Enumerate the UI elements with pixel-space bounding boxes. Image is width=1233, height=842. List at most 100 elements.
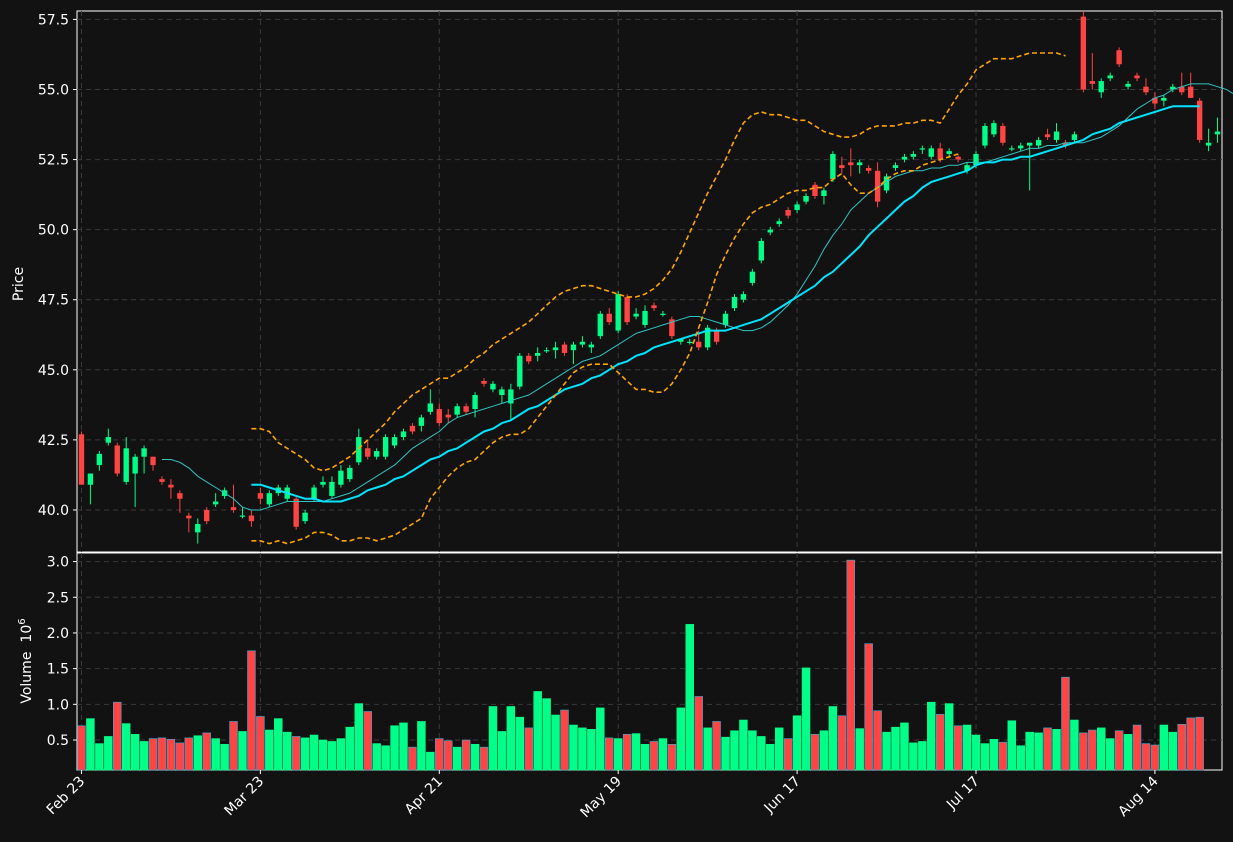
volume-bar-up — [1097, 727, 1106, 771]
volume-bar-down — [479, 746, 489, 771]
candle-up — [803, 196, 809, 202]
price-plot-frame — [76, 10, 1223, 553]
candle-down — [293, 498, 299, 527]
price-axis-label: Price — [11, 267, 27, 301]
candle-down — [1179, 86, 1185, 93]
volume-plot-frame — [76, 552, 1223, 771]
candle-up — [382, 437, 389, 457]
candle-down — [436, 409, 442, 424]
volume-bar-up — [721, 736, 730, 771]
volume-bar-down — [524, 727, 533, 771]
candle-up — [1098, 81, 1104, 93]
candle-up — [1009, 148, 1015, 150]
volume-bar-up — [345, 726, 355, 771]
candle-down — [848, 162, 854, 166]
candle-up — [973, 153, 979, 166]
price-tick-label: 45.0 — [38, 363, 69, 379]
volume-bar-down — [247, 650, 256, 771]
candle-up — [427, 403, 434, 412]
candle-down — [1000, 125, 1006, 143]
volume-bar-up — [1016, 745, 1025, 771]
volume-bar-up — [855, 728, 864, 771]
price-tick-label: 57.5 — [38, 12, 69, 28]
candle-up — [928, 148, 934, 157]
volume-bar-down — [461, 739, 471, 771]
volume-bar-up — [613, 738, 623, 771]
candle-down — [168, 484, 174, 488]
volume-bar-up — [766, 744, 775, 771]
volume-bar-down — [202, 732, 211, 771]
candle-up — [1214, 131, 1221, 135]
candle-up — [991, 123, 997, 135]
candle-up — [400, 431, 407, 438]
candle-up — [311, 487, 317, 499]
candle-up — [642, 310, 648, 325]
volume-tick-label: 1.5 — [47, 662, 69, 678]
volume-bar-up — [757, 736, 766, 771]
volume-bar-up — [497, 731, 507, 771]
candle-down — [1080, 16, 1087, 90]
volume-bar-up — [104, 736, 113, 771]
volume-bar-up — [774, 727, 784, 771]
volume-bar-up — [989, 739, 999, 771]
candle-down — [606, 313, 612, 323]
volume-axis-label-text: Volume — [19, 652, 35, 704]
candle-down — [526, 355, 532, 362]
volume-bar-up — [1007, 720, 1017, 771]
volume-bar-down — [810, 734, 820, 771]
volume-bar-down — [873, 710, 882, 771]
volume-bar-up — [130, 734, 140, 771]
volume-bar-up — [596, 707, 605, 771]
candle-up — [535, 352, 541, 356]
candle-up — [1107, 75, 1113, 79]
candle-down — [1143, 86, 1149, 93]
candle-up — [418, 417, 425, 426]
candle-up — [373, 451, 380, 457]
candle-down — [839, 165, 845, 168]
candle-up — [239, 515, 246, 517]
candle-down — [1116, 50, 1122, 65]
candle-up — [740, 294, 747, 300]
volume-axis-label: Volume 106 — [17, 618, 35, 703]
candle-down — [463, 406, 469, 412]
volume-bar-up — [399, 722, 408, 771]
volume-bar-down — [605, 737, 614, 771]
volume-bar-up — [980, 743, 990, 771]
volume-bar-up — [658, 738, 668, 771]
candle-down — [1089, 81, 1095, 84]
candle-down — [445, 414, 451, 418]
candle-up — [266, 493, 273, 505]
candle-up — [982, 125, 988, 146]
candle-down — [561, 344, 568, 353]
candle-up — [633, 313, 639, 317]
candle-up — [678, 338, 684, 342]
candle-down — [865, 167, 872, 171]
bollinger-band-line — [251, 52, 1066, 472]
volume-bar-down — [783, 738, 793, 771]
volume-bar-up — [1052, 729, 1061, 771]
volume-bar-up — [470, 744, 480, 771]
volume-bar-up — [542, 698, 551, 771]
volume-bar-up — [828, 706, 838, 771]
volume-bar-up — [730, 730, 739, 771]
volume-bar-up — [962, 724, 972, 771]
volume-bar-up — [265, 729, 274, 771]
volume-bar-up — [578, 727, 587, 771]
volume-bar-up — [211, 738, 220, 771]
candle-up — [391, 437, 398, 446]
volume-bar-up — [515, 716, 525, 771]
candle-up — [704, 327, 711, 348]
volume-bar-down — [1061, 676, 1070, 771]
price-tick-label: 52.5 — [38, 153, 69, 169]
volume-bar-up — [1070, 719, 1079, 771]
volume-bar-down — [291, 736, 301, 771]
candle-up — [892, 165, 899, 168]
volume-bar-down — [443, 740, 453, 771]
candle-down — [257, 493, 264, 499]
candle-up — [919, 148, 926, 150]
volume-bar-up — [1168, 731, 1178, 771]
volume-bar-down — [148, 738, 158, 771]
volume-bar-up — [685, 624, 694, 771]
volume-bar-down — [1141, 743, 1151, 771]
volume-bar-up — [1034, 732, 1043, 771]
